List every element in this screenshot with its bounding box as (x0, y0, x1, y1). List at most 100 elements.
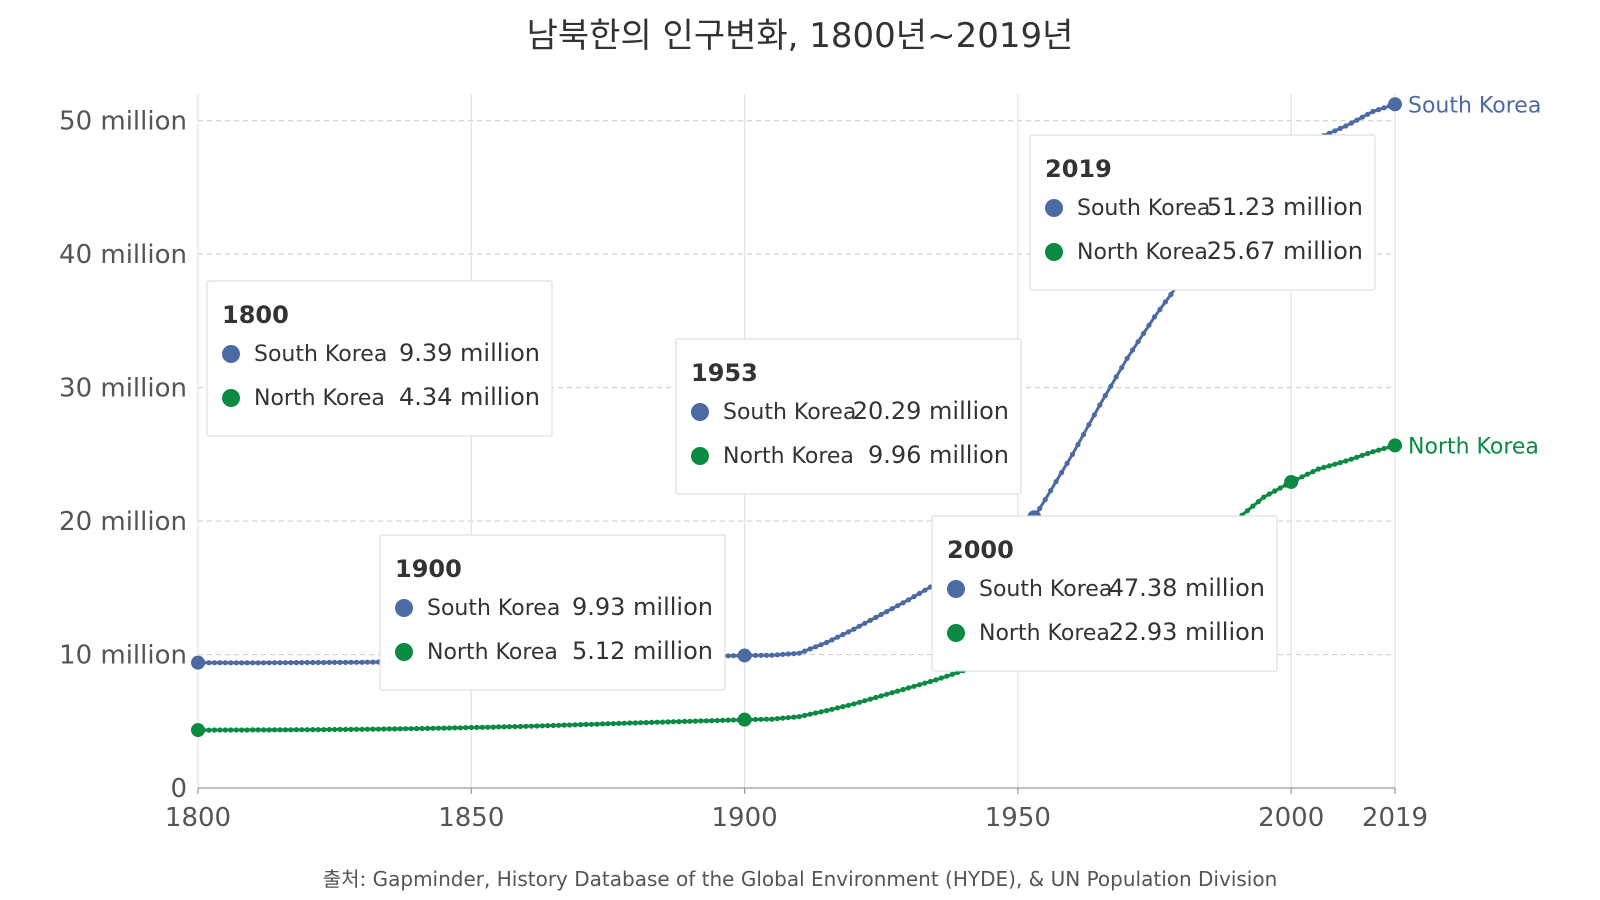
series-point-north-korea (375, 726, 381, 732)
series-point-south-korea (802, 648, 808, 654)
series-point-north-korea (709, 718, 715, 724)
series-point-south-korea (851, 626, 857, 632)
series-point-north-korea (485, 724, 491, 730)
series-point-south-korea (1091, 412, 1097, 418)
series-point-north-korea (676, 719, 682, 725)
series-point-north-korea (643, 720, 649, 726)
series-point-north-korea (561, 722, 567, 728)
series-point-north-korea (392, 726, 398, 732)
series-point-north-korea (239, 727, 245, 733)
series-point-south-korea (856, 623, 863, 629)
series-point-north-korea (408, 726, 414, 732)
series-point-south-korea (878, 611, 884, 618)
series-point-north-korea (321, 727, 327, 733)
series-point-south-korea (862, 620, 868, 626)
series-point-south-korea (293, 660, 299, 666)
series-point-south-korea (1069, 451, 1076, 457)
series-point-north-korea (621, 720, 627, 726)
series-point-north-korea (944, 673, 950, 679)
series-point-north-korea (271, 727, 278, 733)
series-point-south-korea (364, 659, 370, 665)
series-point-north-korea (474, 724, 480, 731)
series-point-south-korea (244, 660, 250, 666)
series-point-south-korea (845, 629, 852, 635)
series-point-north-korea (731, 717, 737, 723)
tooltip-value: 9.39 million (399, 339, 540, 367)
tooltip-value: 22.93 million (1109, 618, 1265, 646)
series-point-north-korea (228, 727, 234, 733)
series-point-north-korea (884, 691, 890, 697)
series-point-south-korea (1332, 128, 1338, 134)
series-point-north-korea (244, 727, 250, 733)
series-point-north-korea (572, 722, 578, 728)
tooltip-layer: 1800 South Korea 9.39 million North Korea 4.… (206, 134, 1376, 691)
tooltip-box (1029, 134, 1376, 291)
series-point-north-korea (796, 714, 802, 720)
series-point-south-korea (1337, 125, 1343, 131)
series-point-south-korea (774, 652, 781, 658)
series-point-south-korea (818, 642, 824, 648)
series-point-north-korea (610, 721, 617, 727)
series-point-north-korea (250, 727, 256, 733)
x-tick-label: 1950 (985, 803, 1051, 833)
series-point-north-korea (660, 719, 666, 725)
series-point-south-korea (211, 660, 217, 666)
tooltip-value: 47.38 million (1109, 574, 1265, 602)
series-point-north-korea (435, 725, 442, 731)
tooltip-value: 25.67 million (1207, 237, 1363, 265)
series-point-north-korea (419, 725, 425, 732)
tooltip-year: 1900 (395, 555, 462, 583)
tooltip-box (931, 515, 1278, 672)
series-point-north-korea (397, 726, 403, 732)
chart-source: 출처: Gapminder, History Database of the G… (322, 867, 1278, 891)
series-point-north-korea (1337, 460, 1343, 466)
series-point-south-korea (239, 660, 245, 666)
series-point-north-korea (1261, 494, 1267, 500)
series-point-south-korea (834, 634, 841, 640)
tooltip-dot-south-korea (1045, 199, 1063, 217)
series-point-north-korea (556, 722, 562, 728)
tooltip-1900: 1900 South Korea 9.93 million North Korea 5.… (379, 534, 726, 691)
tooltip-dot-north-korea (947, 624, 965, 642)
series-point-south-korea (277, 660, 283, 666)
tooltip-series-name: South Korea (254, 342, 387, 367)
series-point-north-korea (1299, 474, 1305, 480)
series-point-north-korea (517, 723, 524, 730)
series-point-south-korea (332, 659, 338, 666)
series-point-south-korea (271, 660, 278, 666)
series-point-north-korea (665, 719, 671, 725)
tooltip-1800: 1800 South Korea 9.39 million North Korea 4.… (206, 280, 553, 437)
series-point-north-korea (758, 716, 764, 722)
series-point-south-korea (791, 651, 797, 657)
highlight-point-south-korea (1388, 97, 1402, 112)
series-point-north-korea (911, 683, 917, 689)
series-point-south-korea (1086, 422, 1092, 428)
series-point-north-korea (588, 721, 595, 727)
tooltip-series-name: North Korea (427, 640, 558, 665)
axis-layer: 0 10 million 20 million 30 million 40 millio… (59, 107, 1428, 833)
highlight-point-north-korea (1388, 438, 1402, 453)
series-point-north-korea (802, 712, 808, 719)
tooltip-dot-south-korea (947, 580, 965, 598)
series-point-south-korea (824, 639, 830, 646)
series-point-north-korea (818, 709, 824, 715)
series-point-north-korea (446, 725, 452, 731)
series-point-north-korea (927, 678, 934, 685)
series-point-north-korea (769, 716, 775, 722)
series-point-north-korea (627, 720, 633, 726)
series-point-north-korea (545, 723, 551, 729)
series-point-south-korea (895, 603, 901, 609)
series-point-north-korea (714, 717, 720, 724)
series-point-north-korea (649, 719, 655, 726)
tooltip-dot-north-korea (1045, 243, 1063, 261)
series-point-north-korea (578, 722, 584, 728)
series-point-north-korea (900, 686, 906, 693)
series-point-north-korea (567, 722, 573, 728)
series-point-south-korea (796, 650, 802, 656)
series-point-north-korea (310, 727, 316, 733)
series-point-north-korea (534, 723, 540, 729)
series-point-south-korea (353, 659, 360, 665)
x-tick-label: 1850 (438, 803, 504, 833)
series-point-north-korea (479, 724, 485, 730)
series-point-north-korea (1272, 488, 1278, 494)
